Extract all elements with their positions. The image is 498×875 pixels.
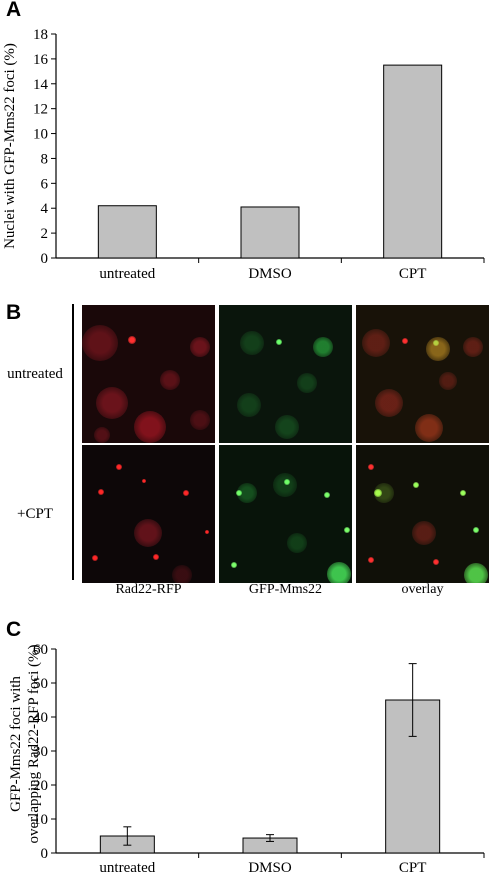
fluorescent-spot [460, 490, 466, 496]
chart-a-ytick-label: 8 [41, 151, 49, 167]
fluorescent-spot [415, 414, 443, 442]
fluorescent-spot [190, 337, 210, 357]
fluorescent-spot [327, 562, 351, 583]
tile-untreated-gfp [219, 305, 352, 443]
fluorescent-spot [375, 389, 403, 417]
row-label-cpt: +CPT [17, 506, 53, 522]
fluorescent-spot [275, 415, 299, 439]
fluorescent-spot [231, 562, 237, 568]
fluorescent-spot [237, 483, 257, 503]
fluorescent-spot [134, 519, 162, 547]
chart-c-xtick-label: CPT [399, 860, 427, 875]
chart-a-ytick-label: 14 [33, 77, 49, 93]
chart-a-ytick-label: 6 [41, 176, 49, 192]
fluorescent-spot [463, 337, 483, 357]
col-label-gfp: GFP-Mms22 [248, 582, 323, 597]
fluorescent-spot [362, 329, 390, 357]
fluorescent-spot [439, 372, 457, 390]
fluorescent-spot [412, 521, 436, 545]
fluorescent-spot [96, 387, 128, 419]
tile-untreated-overlay [356, 305, 489, 443]
chart-c: 0 10 20 30 40 50 60 untreated DMSO CPT [33, 642, 485, 875]
fluorescent-spot [276, 339, 282, 345]
row-label-untreated: untreated [7, 366, 63, 382]
fluorescent-spot [473, 527, 479, 533]
chart-a-bar-untreated [97, 205, 157, 259]
chart-a-ytick-label: 0 [41, 251, 49, 267]
fluorescent-spot [368, 464, 374, 470]
fluorescent-spot [183, 490, 189, 496]
chart-c-ytick-label: 0 [41, 846, 49, 862]
panel-b-letter: B [6, 301, 22, 324]
fluorescent-spot [464, 563, 488, 583]
col-label-overlay: overlay [401, 582, 444, 597]
fluorescent-spot [92, 555, 98, 561]
fluorescent-spot [236, 490, 242, 496]
fluorescent-spot [402, 338, 408, 344]
tile-untreated-rfp [82, 305, 215, 443]
chart-c-ytick-label: 20 [33, 778, 48, 794]
chart-a-xtick-label: untreated [99, 266, 155, 282]
fluorescent-spot [426, 337, 450, 361]
fluorescent-spot [284, 479, 290, 485]
fluorescent-spot [374, 483, 394, 503]
fluorescent-spot [153, 554, 159, 560]
chart-a-ytick-label: 4 [41, 201, 49, 217]
fluorescent-spot [160, 370, 180, 390]
fluorescent-spot [142, 479, 146, 483]
fluorescent-spot [344, 527, 350, 533]
col-label-rfp: Rad22-RFP [115, 582, 182, 597]
tile-cpt-gfp [219, 445, 352, 583]
chart-a-xtick-label: DMSO [248, 266, 292, 282]
chart-c-xtick-label: DMSO [248, 860, 292, 875]
panel-c-letter: C [6, 618, 22, 641]
chart-c-ytick-label: 50 [33, 676, 48, 692]
fluorescent-spot [297, 373, 317, 393]
fluorescent-spot [287, 533, 307, 553]
chart-a-bar-dmso [240, 206, 300, 259]
fluorescent-spot [116, 464, 122, 470]
fluorescent-spot [273, 473, 297, 497]
chart-a-ytick-label: 2 [41, 226, 49, 242]
fluorescent-spot [94, 427, 110, 443]
fluorescent-spot [205, 530, 209, 534]
tile-cpt-overlay [356, 445, 489, 583]
chart-a: 0 2 4 6 8 10 12 14 16 18 untreated DMSO CPT [33, 27, 485, 282]
fluorescent-spot [324, 492, 330, 498]
fluorescent-spot [237, 393, 261, 417]
fluorescent-spot [433, 559, 439, 565]
fluorescent-spot [313, 337, 333, 357]
fluorescent-spot [413, 482, 419, 488]
chart-c-ytick-label: 40 [33, 710, 48, 726]
fluorescent-spot [134, 411, 166, 443]
chart-a-xtick-label: CPT [399, 266, 427, 282]
fluorescent-spot [172, 565, 192, 583]
chart-c-xtick-label: untreated [99, 860, 155, 875]
chart-a-bar-cpt [383, 64, 443, 259]
fluorescent-spot [128, 336, 136, 344]
chart-a-ytick-label: 16 [33, 52, 49, 68]
fluorescent-spot [190, 410, 210, 430]
fluorescent-spot [82, 325, 118, 361]
chart-a-ytick-label: 10 [33, 127, 48, 143]
fluorescent-spot [374, 489, 382, 497]
chart-c-ytick-label: 60 [33, 642, 48, 658]
panel-b-divider [72, 304, 74, 580]
fluorescent-spot [368, 557, 374, 563]
fluorescent-spot [98, 489, 104, 495]
chart-a-ytick-label: 18 [33, 27, 48, 43]
tile-cpt-rfp [82, 445, 215, 583]
chart-c-ytick-label: 30 [33, 744, 48, 760]
fluorescent-spot [240, 331, 264, 355]
panel-a-letter: A [6, 0, 22, 21]
chart-a-ytick-label: 12 [33, 102, 48, 118]
chart-c-ytick-label: 10 [33, 812, 48, 828]
